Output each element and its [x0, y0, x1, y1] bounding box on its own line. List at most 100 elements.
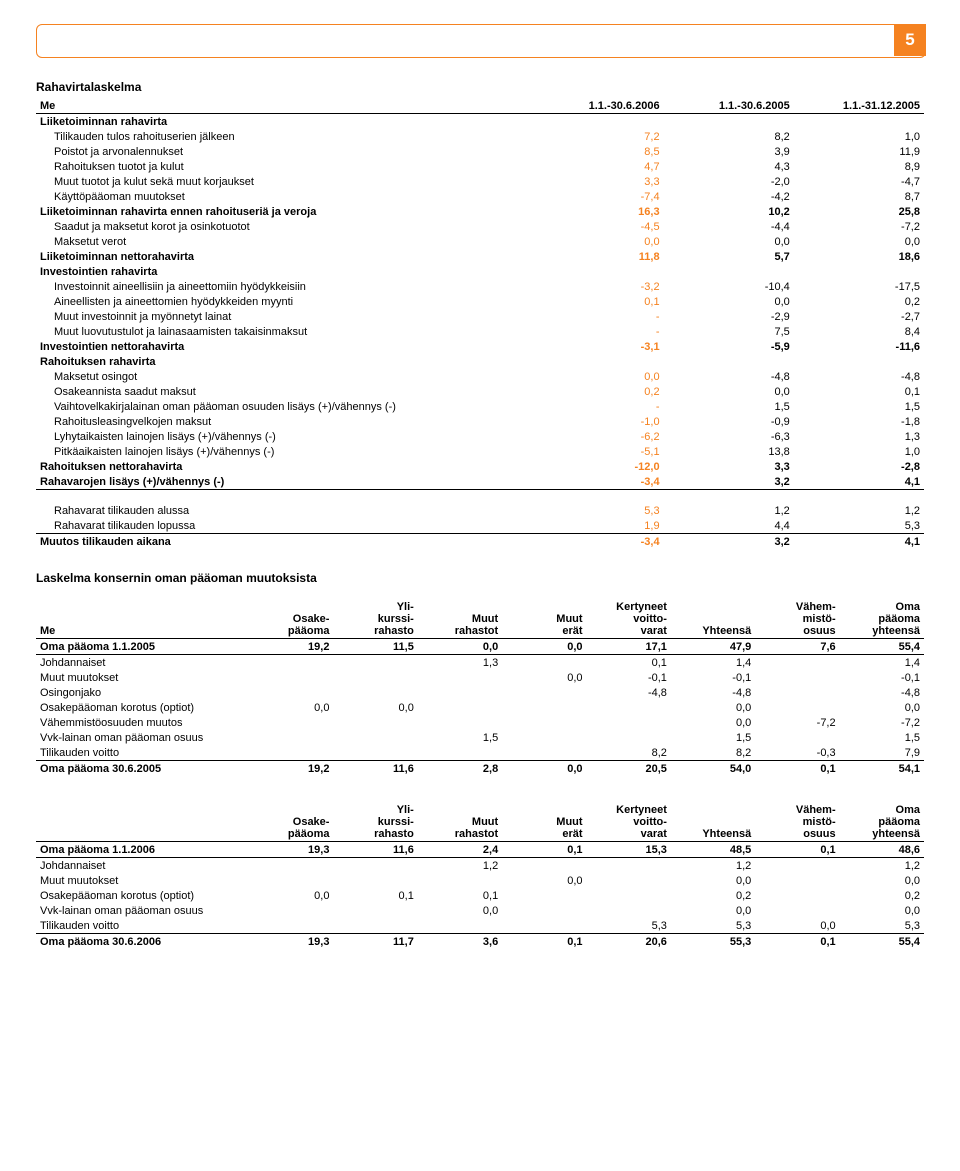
- cell-value: 1,2: [671, 858, 755, 874]
- cell-value: 0,0: [664, 294, 794, 309]
- cell-value: [664, 114, 794, 130]
- cell-value: 0,0: [249, 700, 333, 715]
- cell-value: -4,2: [664, 189, 794, 204]
- cell-value: 48,6: [840, 842, 924, 858]
- equity-col: Yhteensä: [671, 802, 755, 842]
- row-label: Muutos tilikauden aikana: [36, 534, 533, 550]
- table-row: Johdannaiset1,30,11,41,4: [36, 655, 924, 671]
- cell-value: -4,8: [671, 685, 755, 700]
- cell-value: [755, 685, 839, 700]
- cell-value: 4,1: [794, 474, 924, 490]
- table-row: Muut tuotot ja kulut sekä muut korjaukse…: [36, 174, 924, 189]
- cell-value: [755, 888, 839, 903]
- cell-value: [333, 858, 417, 874]
- table-row: Muut investoinnit ja myönnetyt lainat--2…: [36, 309, 924, 324]
- cashflow-header: Me 1.1.-30.6.2006 1.1.-30.6.2005 1.1.-31…: [36, 98, 924, 114]
- cell-value: [587, 858, 671, 874]
- cell-value: -7,2: [755, 715, 839, 730]
- cell-value: [502, 685, 586, 700]
- cell-value: 11,6: [333, 842, 417, 858]
- cell-value: 1,2: [664, 503, 794, 518]
- table-row: Saadut ja maksetut korot ja osinkotuotot…: [36, 219, 924, 234]
- cell-value: -7,2: [794, 219, 924, 234]
- cell-value: 3,3: [664, 459, 794, 474]
- cell-value: 0,0: [502, 670, 586, 685]
- table-row: Oma pääoma 30.6.200619,311,73,60,120,655…: [36, 934, 924, 950]
- cell-value: 1,0: [794, 129, 924, 144]
- cell-value: 1,3: [794, 429, 924, 444]
- row-label: Osakepääoman korotus (optiot): [36, 888, 249, 903]
- cell-value: [794, 264, 924, 279]
- cell-value: 4,3: [664, 159, 794, 174]
- equity-col: Vähem-mistö-osuus: [755, 599, 839, 639]
- table-row: Liiketoiminnan rahavirta: [36, 114, 924, 130]
- cell-value: [587, 700, 671, 715]
- row-label: Tilikauden voitto: [36, 918, 249, 934]
- row-label: Käyttöpääoman muutokset: [36, 189, 533, 204]
- table-row: Rahavarat tilikauden lopussa1,94,45,3: [36, 518, 924, 534]
- cell-value: 0,1: [755, 761, 839, 777]
- cell-value: 20,5: [587, 761, 671, 777]
- table-row: Muutos tilikauden aikana-3,43,24,1: [36, 534, 924, 550]
- cell-value: -3,2: [533, 279, 663, 294]
- table-row: Vähemmistöosuuden muutos0,0-7,2-7,2: [36, 715, 924, 730]
- cell-value: 19,2: [249, 761, 333, 777]
- cell-value: [502, 655, 586, 671]
- cell-value: -17,5: [794, 279, 924, 294]
- cell-value: -3,4: [533, 534, 663, 550]
- cell-value: [587, 873, 671, 888]
- cell-value: [249, 670, 333, 685]
- cell-value: [418, 873, 502, 888]
- equity-col: Osake-pääoma: [249, 802, 333, 842]
- cell-value: [418, 700, 502, 715]
- cell-value: 0,0: [418, 903, 502, 918]
- cell-value: 1,4: [840, 655, 924, 671]
- cell-value: 0,1: [502, 934, 586, 950]
- cell-value: 20,6: [587, 934, 671, 950]
- cell-value: -6,2: [533, 429, 663, 444]
- cashflow-table: Me 1.1.-30.6.2006 1.1.-30.6.2005 1.1.-31…: [36, 98, 924, 549]
- cell-value: 0,2: [794, 294, 924, 309]
- cell-value: [249, 730, 333, 745]
- cell-value: 0,0: [664, 384, 794, 399]
- row-label: Vaihtovelkakirjalainan oman pääoman osuu…: [36, 399, 533, 414]
- equity-col: Yli-kurssi-rahasto: [333, 802, 417, 842]
- row-label: Pitkäaikaisten lainojen lisäys (+)/vähen…: [36, 444, 533, 459]
- cell-value: 0,1: [333, 888, 417, 903]
- cell-value: 3,2: [664, 534, 794, 550]
- table-row: Investointien rahavirta: [36, 264, 924, 279]
- cell-value: [755, 858, 839, 874]
- cell-value: [418, 715, 502, 730]
- cell-value: -6,3: [664, 429, 794, 444]
- cell-value: 0,2: [840, 888, 924, 903]
- cell-value: [333, 918, 417, 934]
- table-row: Osingonjako-4,8-4,8-4,8: [36, 685, 924, 700]
- cell-value: 7,9: [840, 745, 924, 761]
- cell-value: -10,4: [664, 279, 794, 294]
- cell-value: 7,5: [664, 324, 794, 339]
- cell-value: 0,2: [533, 384, 663, 399]
- cell-value: [249, 655, 333, 671]
- cell-value: 47,9: [671, 639, 755, 655]
- cell-value: 19,3: [249, 842, 333, 858]
- table-row: Liiketoiminnan rahavirta ennen rahoituse…: [36, 204, 924, 219]
- table-row: Rahavarojen lisäys (+)/vähennys (-)-3,43…: [36, 474, 924, 490]
- cell-value: [533, 354, 663, 369]
- cell-value: [249, 873, 333, 888]
- row-label: Muut luovutustulot ja lainasaamisten tak…: [36, 324, 533, 339]
- cell-value: 1,2: [840, 858, 924, 874]
- cell-value: -1,0: [533, 414, 663, 429]
- cell-value: -5,9: [664, 339, 794, 354]
- row-label: Oma pääoma 30.6.2006: [36, 934, 249, 950]
- row-label: Rahavarojen lisäys (+)/vähennys (-): [36, 474, 533, 490]
- cell-value: 16,3: [533, 204, 663, 219]
- equity-title: Laskelma konsernin oman pääoman muutoksi…: [36, 571, 924, 585]
- cell-value: [333, 903, 417, 918]
- period-col: 1.1.-30.6.2006: [533, 98, 663, 114]
- cell-value: -4,8: [664, 369, 794, 384]
- cell-value: 0,0: [418, 639, 502, 655]
- cell-value: [333, 745, 417, 761]
- table-row: [36, 490, 924, 504]
- cell-value: 11,5: [333, 639, 417, 655]
- cell-value: 0,0: [794, 234, 924, 249]
